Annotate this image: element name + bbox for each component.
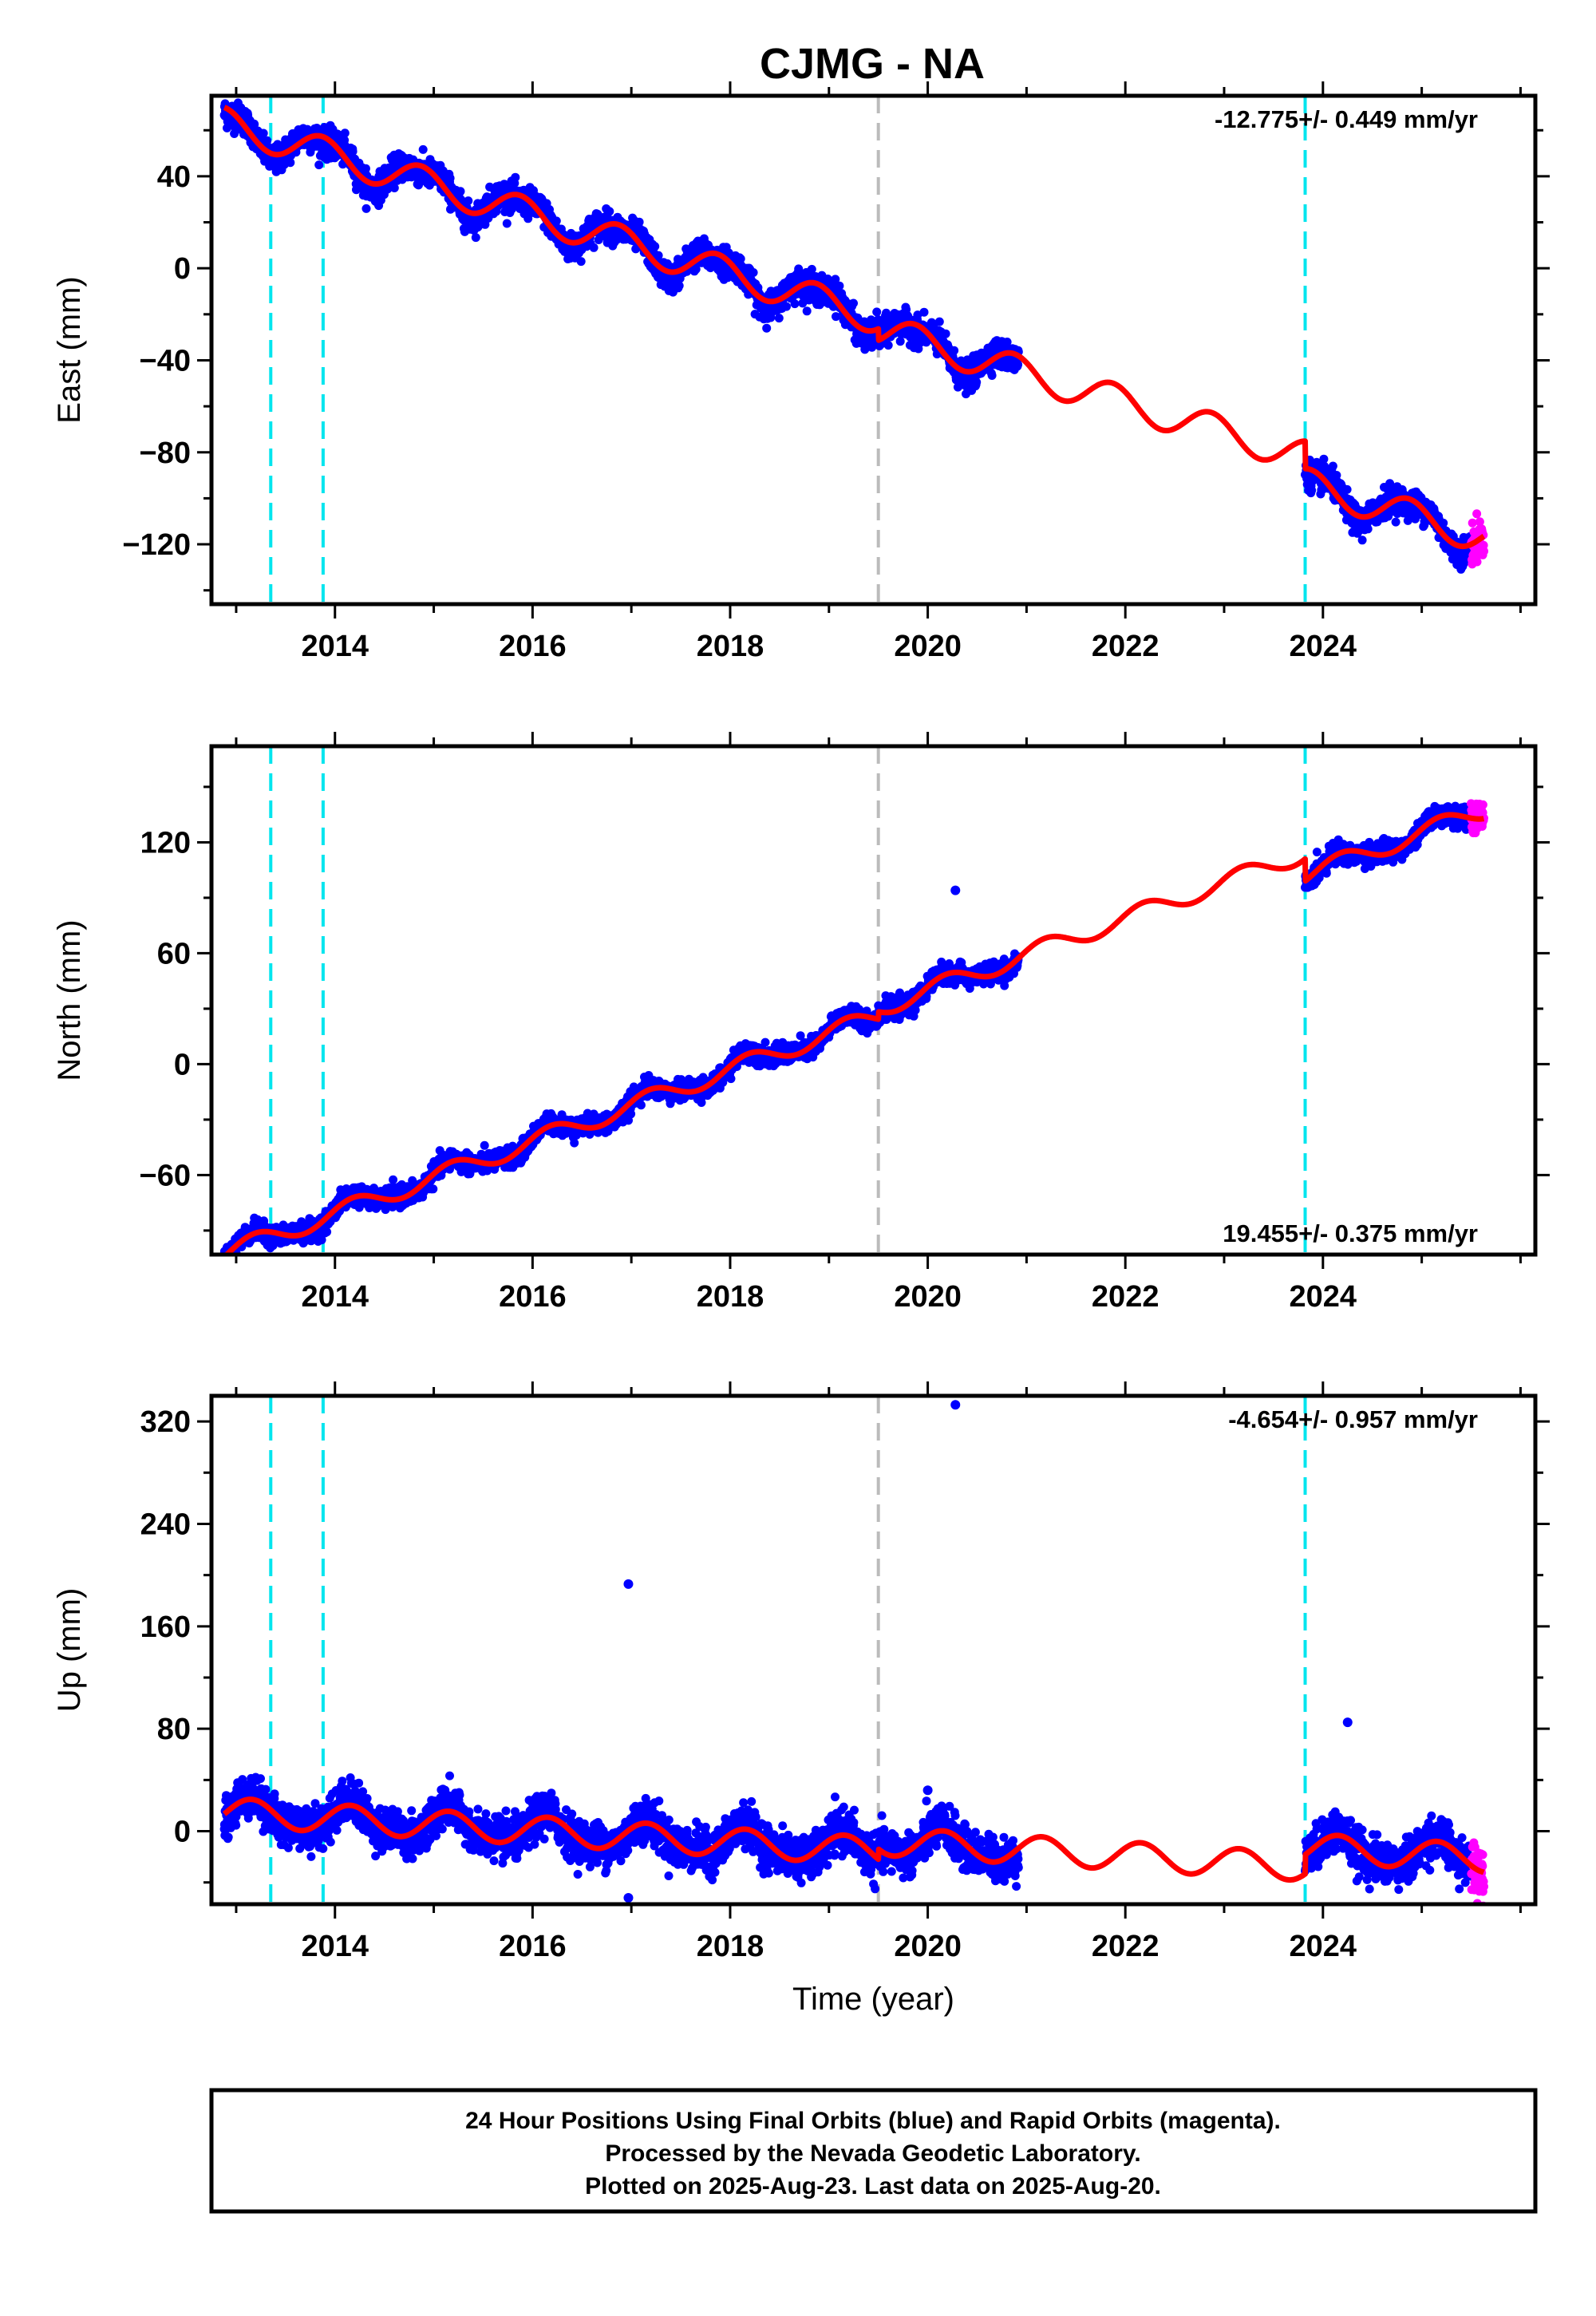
data-point <box>361 164 370 173</box>
data-point <box>348 147 358 156</box>
data-point <box>972 377 982 387</box>
data-point <box>221 1258 230 1267</box>
data-point <box>1439 518 1448 528</box>
x-tick-label: 2020 <box>894 630 962 663</box>
data-point <box>782 302 791 311</box>
y-tick-label: 0 <box>174 252 191 286</box>
data-point <box>414 180 423 190</box>
data-point <box>502 219 512 228</box>
data-point <box>1013 360 1023 370</box>
x-tick-label: 2018 <box>697 630 764 663</box>
data-point <box>223 1256 232 1265</box>
data-point <box>551 216 561 226</box>
data-point <box>835 281 844 290</box>
data-point <box>1307 485 1317 495</box>
data-point <box>221 1258 230 1267</box>
data-point <box>605 207 614 216</box>
data-point <box>464 196 473 206</box>
data-point <box>802 306 812 316</box>
x-tick-label: 2016 <box>499 630 567 663</box>
x-tick-label: 2022 <box>1092 630 1159 663</box>
data-point <box>286 158 295 168</box>
data-point <box>340 128 350 138</box>
data-point <box>1363 524 1373 534</box>
data-point <box>576 257 586 267</box>
data-point <box>883 341 893 350</box>
data-point <box>220 1259 229 1267</box>
data-point <box>223 1258 232 1267</box>
y-tick-label: −40 <box>140 344 191 377</box>
data-point <box>1357 536 1367 545</box>
data-point <box>418 144 428 154</box>
data-point <box>749 268 758 277</box>
data-point <box>1391 517 1400 527</box>
data-point <box>1328 461 1337 471</box>
data-point <box>919 307 929 317</box>
data-point <box>224 1259 233 1268</box>
data-point <box>361 204 371 213</box>
data-point <box>259 128 268 138</box>
data-point <box>774 314 784 323</box>
data-point <box>456 187 465 196</box>
data-point <box>223 1270 231 1279</box>
x-tick-label: 2014 <box>301 630 369 663</box>
data-point <box>634 217 644 227</box>
data-point <box>445 173 455 183</box>
data-point <box>314 160 324 170</box>
y-axis-label: East (mm) <box>52 276 87 423</box>
data-point <box>1342 484 1352 494</box>
data-point <box>872 307 882 317</box>
data-point <box>389 1175 398 1184</box>
data-point <box>762 323 772 333</box>
data-point <box>934 317 944 326</box>
y-tick-label: 40 <box>157 160 191 194</box>
x-tick-label: 2024 <box>1290 630 1357 663</box>
data-point <box>950 346 959 355</box>
data-point <box>480 1140 489 1150</box>
data-point <box>941 329 950 338</box>
data-point <box>523 214 533 223</box>
rapid-point <box>1468 518 1477 528</box>
final-orbit-points <box>219 801 1476 1279</box>
chart-title: CJMG - NA <box>760 40 985 88</box>
east-panel: 2014 2016 2018 2020 2022 2024 40 0 −40 −80 −120 Eas… <box>52 81 1550 663</box>
y-tick-label: −120 <box>122 528 191 562</box>
data-point <box>429 1184 438 1194</box>
data-point <box>589 243 598 252</box>
data-point <box>650 242 660 251</box>
data-point <box>225 1258 234 1267</box>
rapid-point <box>1472 509 1482 519</box>
data-point <box>471 233 480 243</box>
data-point <box>511 172 520 182</box>
data-point <box>849 298 858 308</box>
data-point <box>790 299 800 309</box>
rapid-point <box>1479 547 1488 556</box>
data-point <box>224 1258 233 1267</box>
data-point <box>322 1227 332 1237</box>
y-tick-label: −80 <box>140 437 191 470</box>
data-point <box>263 136 272 145</box>
data-point <box>389 184 399 192</box>
data-point <box>987 371 997 380</box>
data-point <box>570 1138 579 1148</box>
plot-area <box>219 746 1488 1279</box>
velocity-label: -12.775+/- 0.449 mm/yr <box>1215 105 1478 133</box>
plot-area <box>219 96 1488 604</box>
